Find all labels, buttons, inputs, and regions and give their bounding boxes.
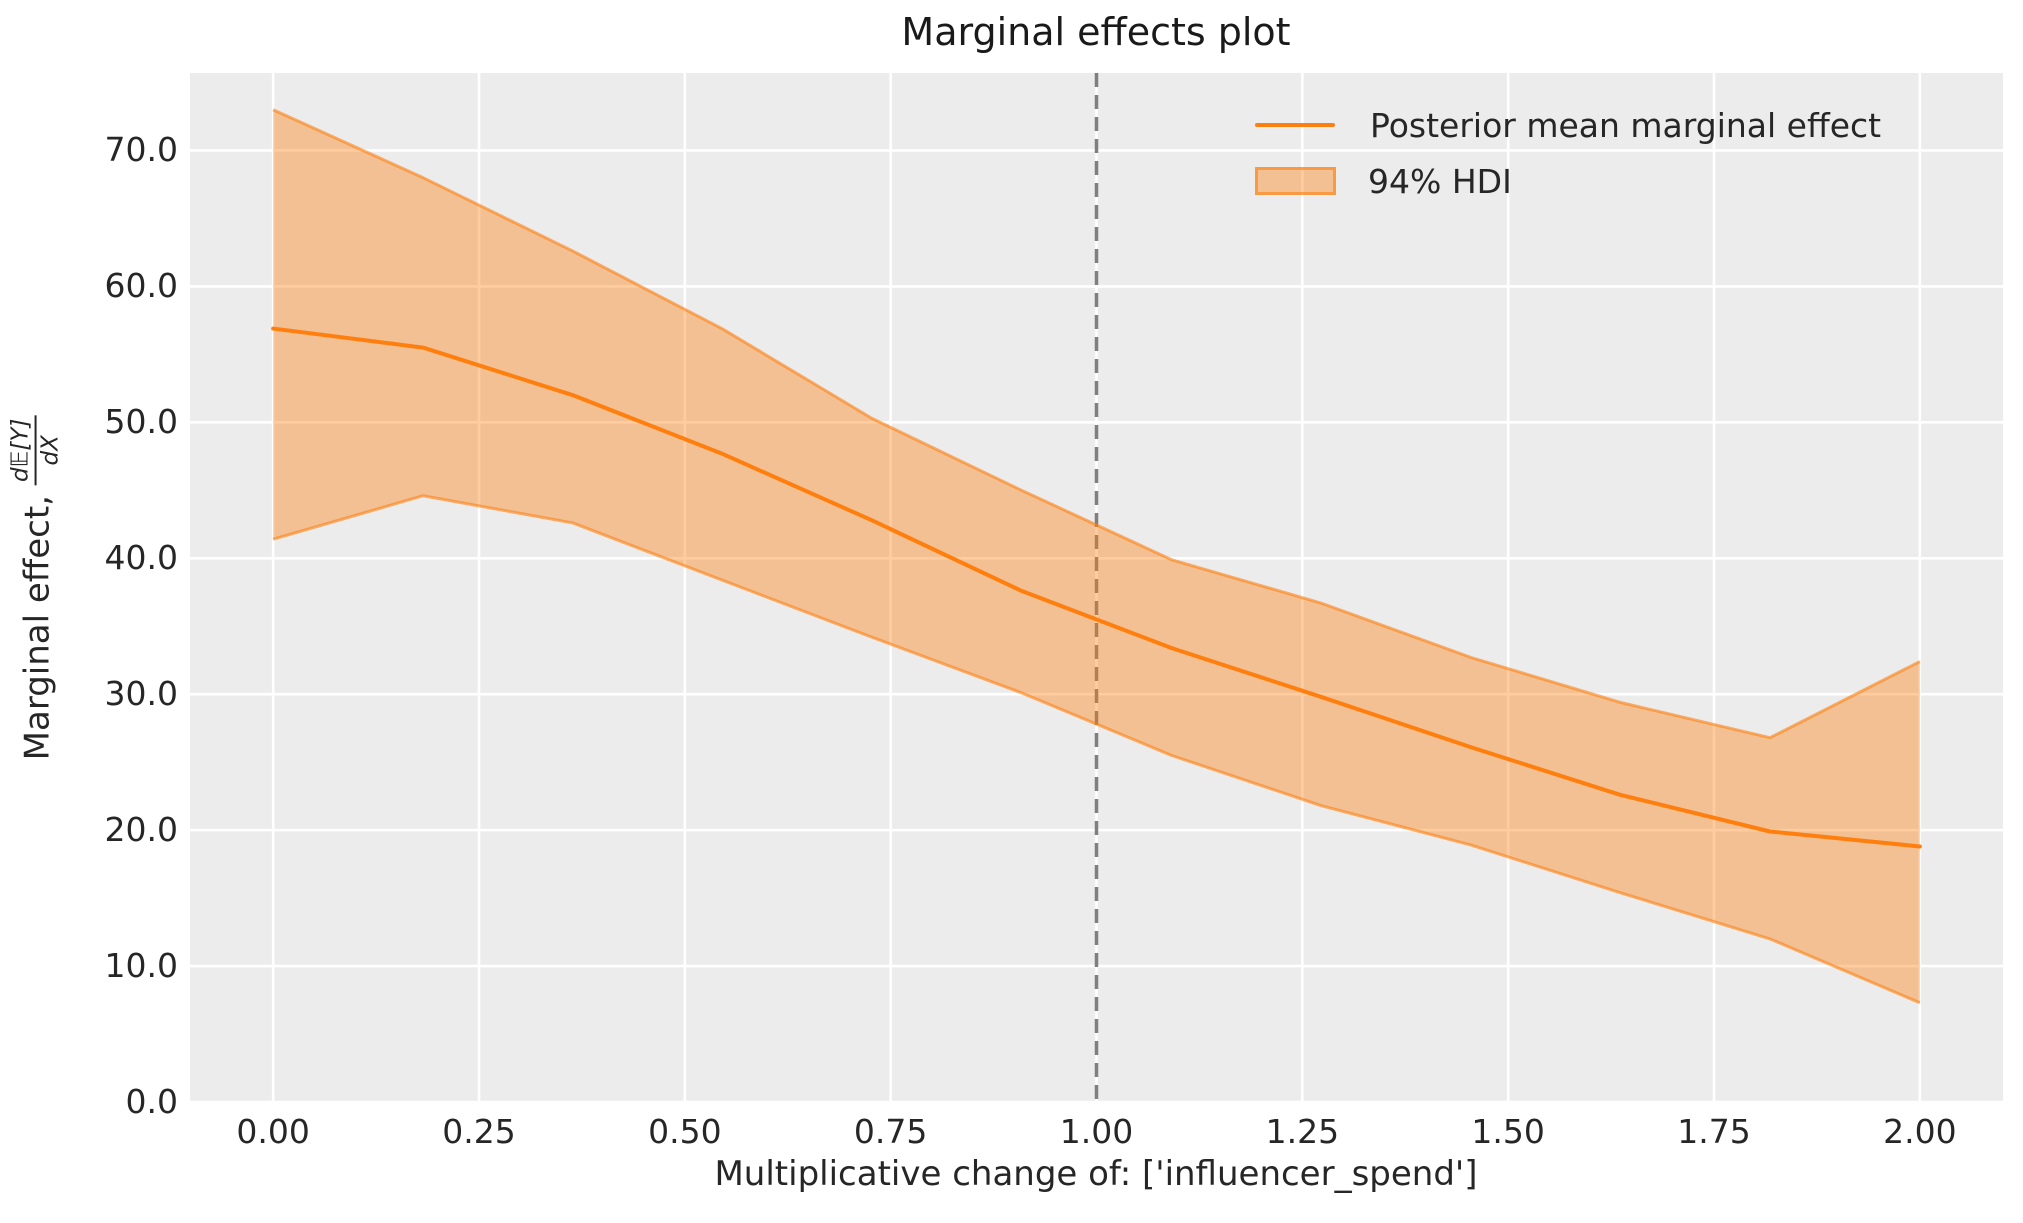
hdi-band-layer xyxy=(272,108,1921,1005)
x-tick-label: 0.50 xyxy=(648,1112,722,1151)
x-tick-label: 1.25 xyxy=(1265,1112,1340,1151)
x-tick-label: 2.00 xyxy=(1883,1112,1957,1151)
y-tick-label: 10.0 xyxy=(104,946,178,986)
x-tick-label: 0.75 xyxy=(853,1112,928,1151)
y-axis-label-fraction: d𝔼[Y] dX xyxy=(7,415,65,486)
chart-title: Marginal effects plot xyxy=(901,10,1291,54)
x-tick-label: 1.75 xyxy=(1677,1112,1751,1151)
y-tick-label: 70.0 xyxy=(104,130,178,170)
legend-line-swatch xyxy=(1255,123,1335,127)
y-tick-label: 20.0 xyxy=(104,810,178,850)
y-axis-label: Marginal effect, d𝔼[Y] dX xyxy=(7,415,67,761)
legend-item-hdi: 94% HDI xyxy=(1255,153,1881,209)
legend-label-mean: Posterior mean marginal effect xyxy=(1370,105,1882,145)
fraction-numerator: d𝔼[Y] xyxy=(7,415,37,486)
hdi-band xyxy=(273,109,1920,1003)
hdi-band-lower-edge xyxy=(272,494,1921,1005)
legend-item-mean: Posterior mean marginal effect xyxy=(1255,97,1881,153)
mean-line-layer xyxy=(271,326,1922,849)
x-tick-label: 0.25 xyxy=(442,1112,516,1151)
x-tick-label: 0.00 xyxy=(236,1112,310,1151)
hdi-band-upper-edge xyxy=(272,108,1921,740)
y-tick-label: 0.0 xyxy=(125,1082,178,1121)
fraction-denominator: dX xyxy=(38,435,64,466)
y-tick-label: 40.0 xyxy=(104,538,178,578)
x-tick-label: 1.50 xyxy=(1471,1112,1545,1151)
x-tick-label: 1.00 xyxy=(1059,1112,1134,1151)
legend: Posterior mean marginal effect 94% HDI xyxy=(1255,97,1881,209)
y-axis-label-text: Marginal effect, xyxy=(18,495,58,761)
y-tick-label: 50.0 xyxy=(104,402,178,442)
x-axis-label: Multiplicative change of: ['influencer_s… xyxy=(714,1154,1478,1194)
y-tick-label: 30.0 xyxy=(104,674,178,714)
legend-patch-swatch xyxy=(1255,167,1336,195)
y-tick-label: 60.0 xyxy=(104,266,178,306)
posterior-mean-line xyxy=(271,326,1922,849)
legend-label-hdi: 94% HDI xyxy=(1368,161,1512,201)
